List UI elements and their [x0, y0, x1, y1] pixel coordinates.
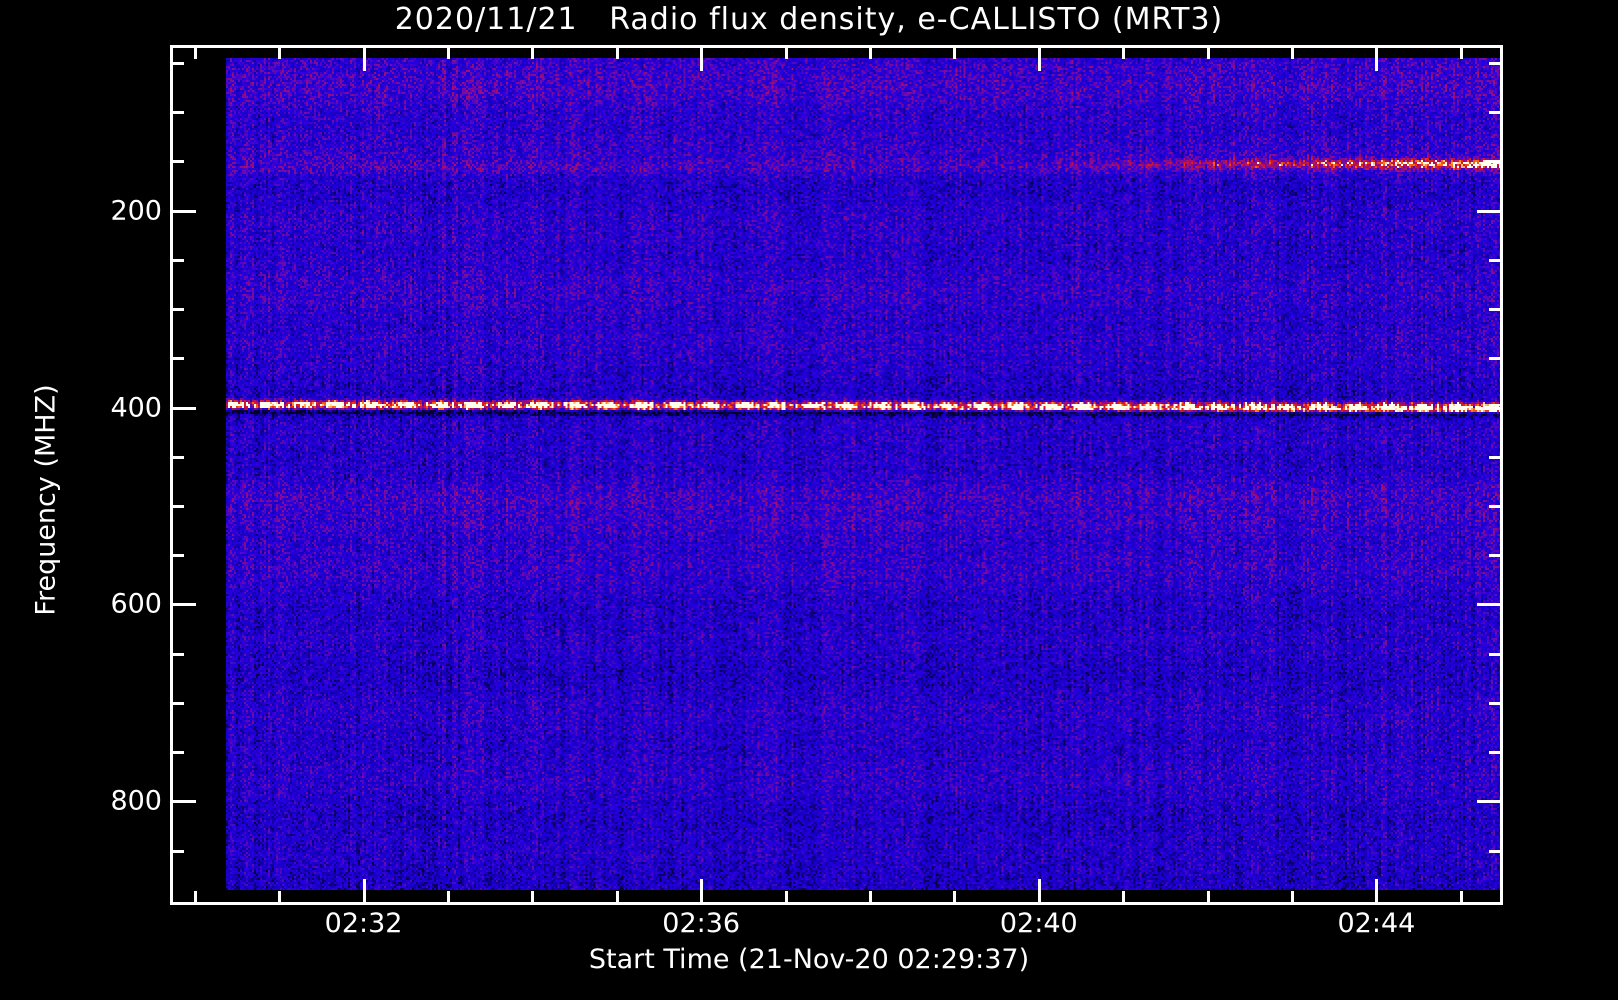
y-axis-tick-label: 800: [110, 785, 162, 817]
y-axis-tick-right: [1489, 455, 1503, 459]
x-axis-minor-tick: [193, 891, 197, 905]
x-axis-tick-label: 02:44: [1337, 908, 1416, 939]
x-axis-minor-tick: [1122, 891, 1126, 905]
x-axis-tick-top: [446, 45, 450, 59]
y-axis-minor-tick: [170, 652, 184, 656]
x-axis-tick-top: [953, 45, 957, 59]
y-axis-tick-label: 600: [110, 588, 162, 620]
y-axis-minor-tick: [170, 751, 184, 755]
y-axis-tick-right: [1477, 800, 1503, 804]
x-axis-major-tick: [700, 879, 704, 905]
y-axis-tick-right: [1489, 505, 1503, 508]
spectrogram-image: [226, 58, 1503, 890]
y-axis-minor-tick: [170, 849, 184, 853]
x-axis-minor-tick: [1459, 891, 1463, 905]
y-axis-tick-right: [1489, 849, 1503, 853]
x-axis-tick-label: 02:32: [324, 908, 403, 939]
x-axis-minor-tick: [278, 891, 282, 905]
x-axis-title: Start Time (21-Nov-20 02:29:37): [588, 944, 1030, 975]
x-axis-tick-top: [1290, 45, 1294, 59]
x-axis-tick-top: [1122, 45, 1126, 59]
x-axis-tick-top: [362, 45, 366, 71]
x-axis-minor-tick: [953, 891, 957, 905]
y-axis-major-tick: [170, 800, 196, 804]
x-axis-minor-tick: [446, 891, 450, 905]
y-axis-tick-label: 400: [110, 392, 162, 424]
plot-frame: [170, 45, 1503, 905]
x-axis-minor-tick: [784, 891, 788, 905]
y-axis-tick-right: [1489, 357, 1503, 361]
x-axis-tick-top: [615, 45, 619, 59]
x-axis-minor-tick: [1290, 891, 1294, 905]
x-axis-tick-top: [531, 45, 535, 59]
y-axis-minor-tick: [170, 258, 184, 262]
x-axis-tick-label: 02:40: [999, 908, 1078, 939]
x-axis-tick-top: [278, 45, 282, 59]
x-axis-major-tick: [1037, 879, 1041, 905]
y-axis-minor-tick: [170, 111, 184, 115]
x-axis-tick-top: [1375, 45, 1379, 71]
spectrogram-canvas: [226, 58, 1503, 890]
x-axis-tick-top: [1037, 45, 1041, 71]
y-axis-minor-tick: [170, 554, 184, 558]
y-axis-tick-right: [1477, 603, 1503, 607]
y-axis-tick-right: [1489, 554, 1503, 558]
y-axis-major-tick: [170, 209, 196, 213]
x-axis-tick-top: [193, 45, 197, 59]
x-axis-tick-top: [868, 45, 872, 59]
y-axis-title: Frequency (MHZ): [30, 384, 62, 616]
y-axis-minor-tick: [170, 308, 184, 312]
y-axis-tick-right: [1489, 652, 1503, 656]
y-axis-major-tick: [170, 406, 196, 410]
y-axis-tick-right: [1477, 209, 1503, 213]
y-axis-tick-right: [1489, 308, 1503, 312]
x-axis-tick-label: 02:36: [662, 908, 741, 939]
x-axis-tick-top: [1459, 45, 1463, 59]
y-axis-minor-tick: [170, 357, 184, 361]
y-axis-tick-label: 200: [110, 195, 162, 227]
y-axis-tick-right: [1489, 258, 1503, 262]
y-axis-tick-right: [1489, 751, 1503, 755]
x-axis-minor-tick: [531, 891, 535, 905]
y-axis-minor-tick: [170, 455, 184, 459]
page-title: 2020/11/21 Radio flux density, e-CALLIST…: [394, 2, 1224, 37]
x-axis-tick-top: [700, 45, 704, 71]
y-axis-minor-tick: [170, 61, 184, 65]
y-axis-tick-right: [1489, 701, 1503, 705]
y-axis-tick-right: [1489, 111, 1503, 115]
x-axis-tick-top: [784, 45, 788, 59]
x-axis-major-tick: [1375, 879, 1379, 905]
x-axis-minor-tick: [868, 891, 872, 905]
x-axis-minor-tick: [615, 891, 619, 905]
y-axis-major-tick: [170, 603, 196, 607]
x-axis-minor-tick: [1206, 891, 1210, 905]
y-axis-tick-right: [1477, 406, 1503, 410]
x-axis-tick-top: [1206, 45, 1210, 59]
y-axis-minor-tick: [170, 505, 184, 508]
x-axis-major-tick: [362, 879, 366, 905]
y-axis-minor-tick: [170, 701, 184, 705]
y-axis-tick-right: [1489, 61, 1503, 65]
y-axis-minor-tick: [170, 160, 184, 164]
y-axis-tick-right: [1489, 160, 1503, 164]
